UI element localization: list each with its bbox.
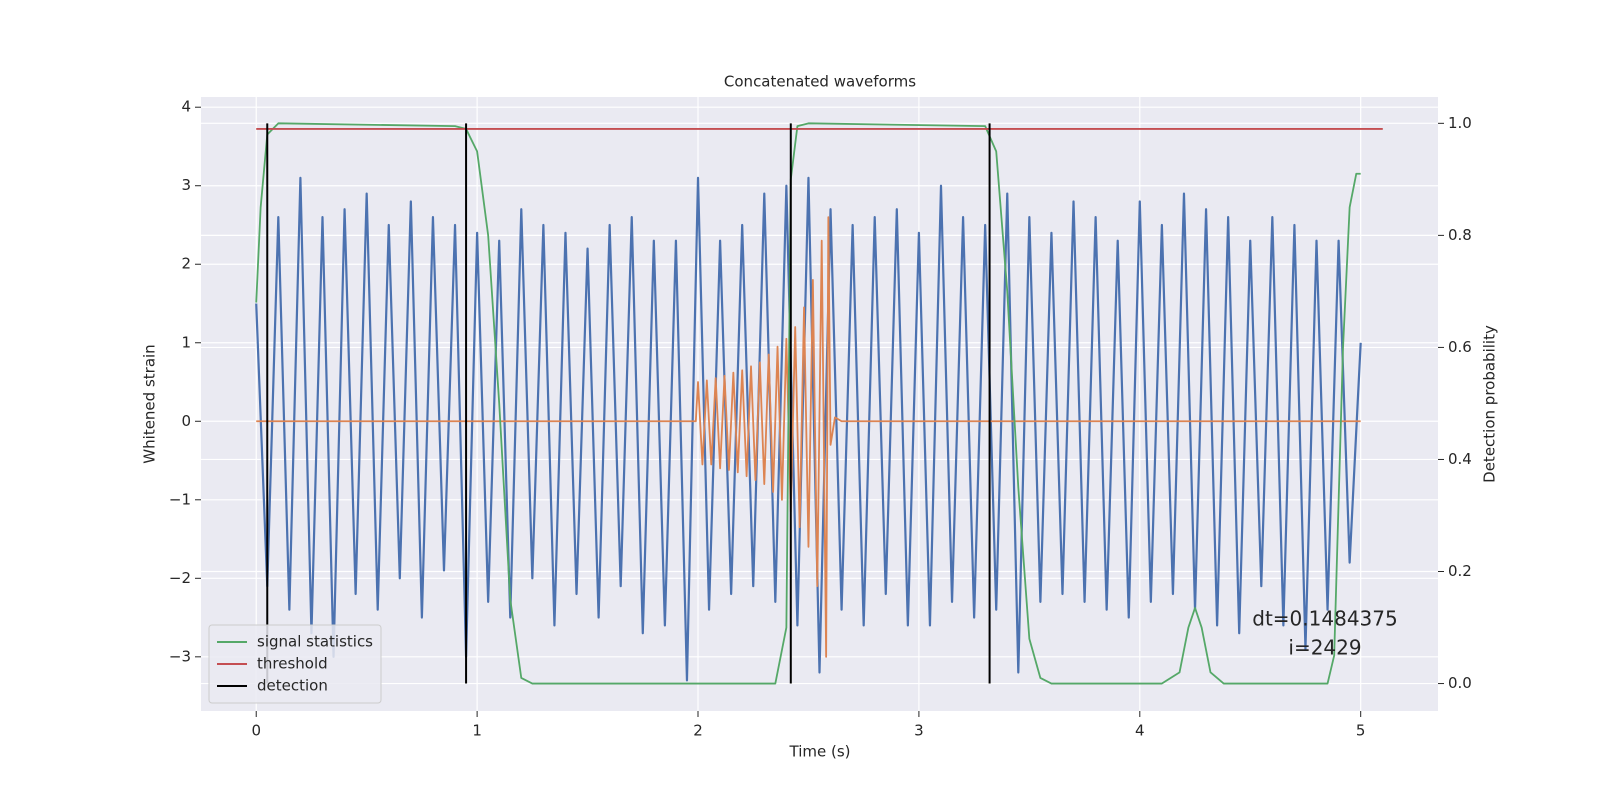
- waveform-line: [255, 176, 1362, 682]
- y-tick-label: 0: [181, 412, 191, 430]
- x-tick-label: 0: [251, 722, 261, 740]
- x-tick-label: 1: [472, 722, 482, 740]
- y-tick-label: 4: [181, 98, 191, 116]
- y2-tick-label: 1.0: [1448, 114, 1472, 132]
- y-tick-label: 2: [181, 255, 191, 273]
- y-tick-label: −3: [169, 647, 191, 665]
- annotation: dt=0.1484375: [1252, 607, 1397, 631]
- y2-axis-label: Detection probability: [1481, 325, 1499, 483]
- series-line: [255, 122, 1361, 685]
- y2-tick-label: 0.8: [1448, 226, 1472, 244]
- legend-box: [208, 624, 382, 704]
- legend-label: detection: [257, 677, 328, 695]
- y2-tick-label: 0.4: [1448, 450, 1472, 468]
- chart-title: Concatenated waveforms: [724, 73, 916, 91]
- x-tick-label: 2: [693, 722, 703, 740]
- x-axis-label: Time (s): [789, 743, 851, 761]
- x-tick-label: 5: [1356, 722, 1366, 740]
- legend: signal statistics threshold detection: [208, 624, 382, 704]
- legend-label: signal statistics: [257, 633, 373, 651]
- y2-tick-label: 0.2: [1448, 562, 1472, 580]
- y-tick-label: 1: [181, 333, 191, 351]
- annotation: i=2429: [1288, 636, 1361, 660]
- y-tick-label: −2: [169, 569, 191, 587]
- y-axis-label: Whitened strain: [141, 344, 159, 463]
- y-tick-label: 3: [181, 176, 191, 194]
- legend-label: threshold: [257, 655, 328, 673]
- y-tick-label: −1: [169, 490, 191, 508]
- y2-tick-label: 0.6: [1448, 338, 1472, 356]
- x-tick-label: 4: [1135, 722, 1145, 740]
- y2-tick-label: 0.0: [1448, 674, 1472, 692]
- waveform-line: [256, 216, 1361, 658]
- x-tick-label: 3: [914, 722, 924, 740]
